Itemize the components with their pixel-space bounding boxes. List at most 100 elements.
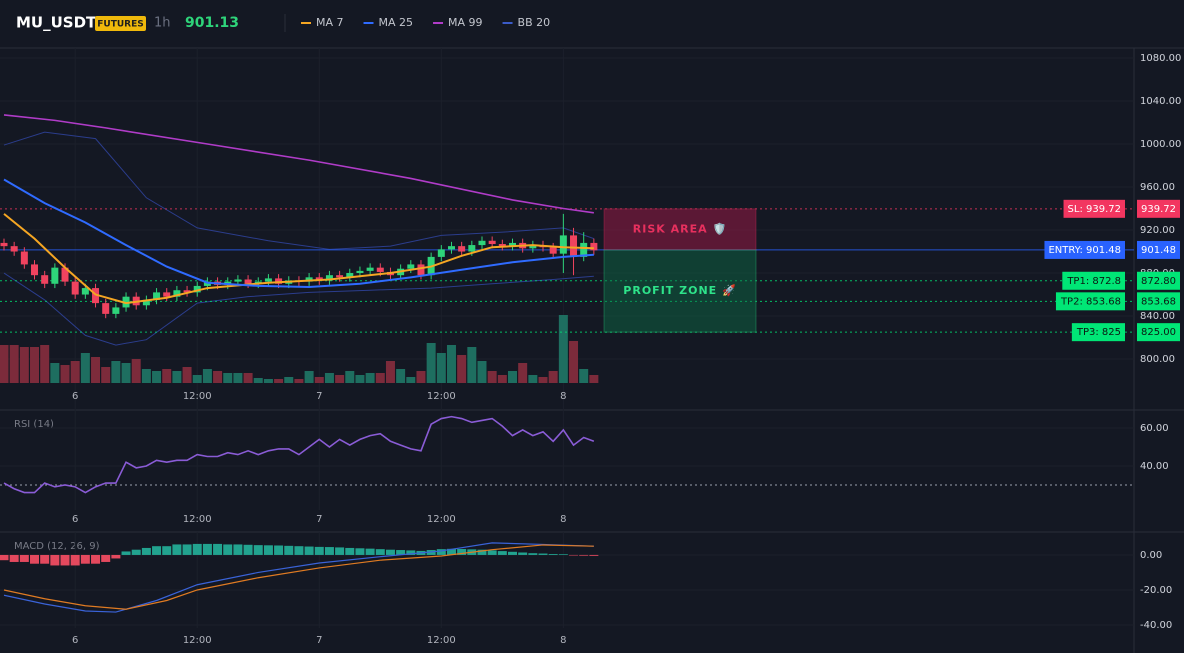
volume-bar: [0, 345, 9, 383]
x-tick-label: 7: [316, 391, 322, 402]
macd-histogram: [30, 554, 40, 564]
level-badge: [1137, 271, 1180, 290]
candle-body: [163, 292, 171, 297]
volume-bar: [50, 363, 60, 383]
macd-histogram: [141, 547, 151, 555]
volume-bar: [233, 373, 243, 383]
macd-histogram: [314, 546, 324, 555]
macd-histogram: [192, 543, 202, 555]
macd-histogram: [284, 545, 294, 555]
volume-bar: [80, 353, 90, 383]
level-label: TP2: 853.68: [1060, 296, 1121, 307]
volume-bar: [497, 375, 507, 383]
volume-bar: [335, 375, 345, 383]
macd-histogram: [375, 549, 385, 555]
macd-histogram: [91, 554, 101, 564]
volume-bar: [101, 367, 111, 383]
macd-histogram: [152, 546, 162, 555]
volume-bar: [141, 369, 151, 383]
volume-bar: [457, 355, 467, 383]
candle-body: [509, 242, 516, 247]
level-badge: [1062, 271, 1125, 290]
level-badge: [1137, 323, 1180, 342]
macd-histogram: [9, 554, 19, 562]
macd-histogram: [518, 552, 528, 555]
candle-body: [447, 246, 455, 250]
candle-body: [173, 290, 181, 297]
candle-body: [112, 307, 120, 314]
candle-body: [51, 267, 59, 284]
macd-histogram: [202, 543, 212, 555]
volume-bar: [436, 353, 446, 383]
level-label: 901.48: [1141, 245, 1176, 256]
candle-body: [81, 288, 89, 295]
macd-histogram: [446, 548, 456, 555]
candle-body: [305, 277, 313, 282]
macd-histogram: [569, 554, 579, 556]
volume-bar: [508, 371, 517, 383]
macd-histogram: [385, 549, 395, 555]
x-tick-label: 6: [72, 514, 78, 525]
volume-bar: [569, 341, 579, 383]
macd-histogram: [426, 550, 436, 555]
legend-label: MA 25: [379, 16, 414, 29]
x-tick-label: 12:00: [183, 514, 212, 525]
candle-body: [458, 246, 466, 252]
candle-body: [31, 264, 39, 276]
macd-histogram: [253, 545, 263, 555]
volume-bar: [213, 371, 223, 383]
macd-histogram: [436, 549, 446, 555]
badge: FUTURES: [97, 20, 143, 30]
pane-title: RSI (14): [14, 419, 54, 430]
macd-histogram: [508, 551, 517, 555]
candle-body: [183, 290, 191, 293]
y-tick-label: 1080.00: [1140, 53, 1181, 64]
volume-bar: [223, 373, 233, 383]
volume-bar: [294, 379, 304, 383]
badge-bg: [95, 16, 146, 31]
volume-bar: [355, 375, 365, 383]
macd-histogram: [131, 549, 141, 555]
macd-histogram: [538, 553, 548, 555]
legend-label: MA 7: [316, 16, 344, 29]
candle-body: [275, 278, 283, 284]
volume-bar: [152, 371, 162, 383]
candle-body: [468, 245, 476, 252]
legend-label: BB 20: [518, 16, 551, 29]
level-badge: [1063, 199, 1125, 218]
candle-body: [590, 242, 598, 251]
macd-histogram: [355, 548, 365, 555]
macd-histogram: [50, 554, 60, 566]
moving-average: [3, 178, 594, 289]
volume-bar: [477, 361, 487, 383]
x-tick-label: 7: [316, 635, 322, 646]
level-badge: [1055, 292, 1125, 311]
candle-body: [10, 246, 18, 252]
volume-bar: [40, 345, 50, 383]
candle-body: [325, 275, 333, 281]
volume-bar: [314, 377, 324, 383]
volume-bar: [518, 363, 528, 383]
candle-body: [102, 303, 110, 314]
volume-bar: [70, 361, 80, 383]
interval: 1h: [154, 16, 171, 31]
macd-histogram: [294, 546, 304, 555]
volume-bar: [274, 379, 284, 383]
volume-bar: [406, 377, 416, 383]
x-tick-label: 8: [560, 514, 566, 525]
candle-body: [549, 247, 557, 254]
candle-body: [366, 267, 374, 271]
candle-body: [20, 251, 28, 265]
candle-body: [244, 279, 252, 284]
candle-body: [559, 235, 567, 254]
level-badge: [1137, 240, 1180, 259]
candle-body: [264, 278, 272, 282]
volume-bar: [19, 347, 29, 383]
macd-histogram: [233, 544, 243, 555]
x-tick-label: 6: [72, 391, 78, 402]
x-tick-label: 12:00: [427, 514, 456, 525]
bollinger-band: [3, 272, 594, 346]
macd-histogram: [223, 544, 233, 555]
macd-histogram: [335, 547, 345, 555]
volume-bar: [375, 373, 385, 383]
